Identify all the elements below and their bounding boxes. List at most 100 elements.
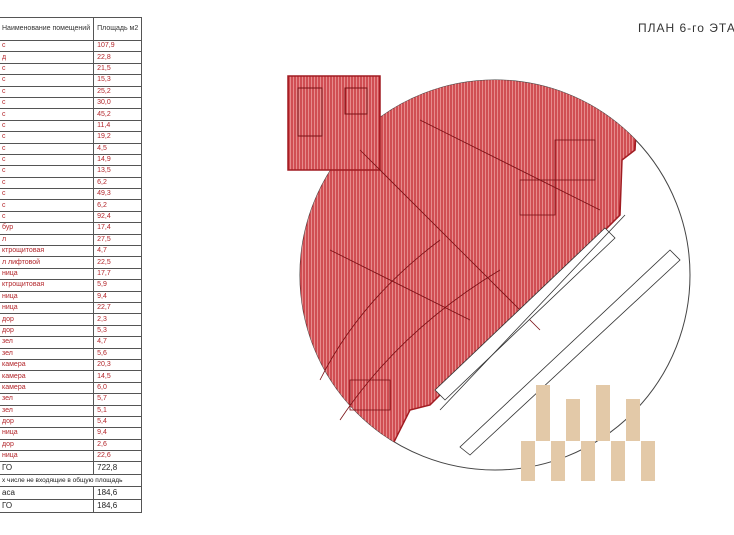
room-area: 184,6 — [93, 485, 143, 500]
room-area: 92,4 — [93, 210, 143, 224]
room-name: с — [0, 62, 95, 76]
room-area: 21,5 — [93, 62, 143, 76]
room-name: камера — [0, 370, 95, 383]
table-row: дор 5,4 — [0, 415, 143, 429]
table-row: ктрощитовая 4,7 — [0, 245, 143, 258]
header-area: Площадь м2 — [93, 17, 143, 41]
room-name: с — [0, 85, 95, 98]
room-name: с — [0, 131, 95, 144]
table-row: с 25,2 — [0, 85, 143, 98]
room-name: с — [0, 39, 95, 53]
room-area: 184,6 — [93, 498, 143, 513]
table-row: дор 2,6 — [0, 438, 143, 452]
room-name: аса — [0, 485, 95, 500]
table-row: ГО 184,6 — [0, 498, 143, 513]
room-name: ГО — [0, 461, 95, 476]
room-name: дор — [0, 438, 95, 452]
room-area: 5,6 — [93, 347, 143, 360]
room-area: 13,5 — [93, 165, 143, 178]
room-area: 49,3 — [93, 188, 143, 201]
room-name: камера — [0, 381, 95, 395]
table-row: ница 9,4 — [0, 290, 143, 304]
room-area: 45,2 — [93, 108, 143, 121]
room-name: дор — [0, 324, 95, 338]
room-name: дор — [0, 313, 95, 326]
room-name: ница — [0, 427, 95, 440]
room-area: 5,7 — [93, 393, 143, 406]
header-name: Наименование помещений — [0, 17, 95, 41]
table-row: бур 17,4 — [0, 222, 143, 235]
room-area: 6,2 — [93, 176, 143, 190]
room-area: 2,3 — [93, 313, 143, 326]
table-row: зел 5,1 — [0, 404, 143, 417]
room-name: с — [0, 188, 95, 201]
room-name: ница — [0, 301, 95, 315]
room-name: л лифтовой — [0, 256, 95, 269]
room-area: 17,4 — [93, 222, 143, 235]
table-row: зел 5,7 — [0, 393, 143, 406]
plan-walls — [319, 119, 601, 421]
room-name: зел — [0, 336, 95, 349]
room-name: л — [0, 233, 95, 247]
room-area: 722,8 — [93, 461, 143, 476]
table-row: с 19,2 — [0, 131, 143, 144]
table-row: ГО 722,8 — [0, 461, 143, 476]
room-name: ктрощитовая — [0, 279, 95, 292]
room-area: 107,9 — [93, 39, 143, 53]
room-area: 14,5 — [93, 370, 143, 383]
table-row: ница 17,7 — [0, 267, 143, 281]
room-area: 4,5 — [93, 142, 143, 155]
room-name: х числе не входящие в общую площадь — [0, 474, 143, 487]
room-area: 6,0 — [93, 381, 143, 395]
room-name: с — [0, 119, 95, 133]
table-row: с 107,9 — [0, 39, 143, 53]
room-name: ница — [0, 450, 95, 463]
table-row: дор 2,3 — [0, 313, 143, 326]
table-row: с 14,9 — [0, 153, 143, 167]
room-area: 15,3 — [93, 74, 143, 87]
room-area: 2,6 — [93, 438, 143, 452]
room-name: с — [0, 210, 95, 224]
room-name: с — [0, 153, 95, 167]
room-name: с — [0, 142, 95, 155]
table-row: л 27,5 — [0, 233, 143, 247]
room-name: зел — [0, 393, 95, 406]
table-row: дор 5,3 — [0, 324, 143, 338]
table-row: с 49,3 — [0, 188, 143, 201]
table-row: д 22,8 — [0, 51, 143, 64]
area-table: Наименование помещений Площадь м2 с 107,9… — [0, 17, 143, 513]
room-name: с — [0, 96, 95, 110]
room-area: 5,4 — [93, 415, 143, 429]
room-area: 11,4 — [93, 119, 143, 133]
table-row: зел 5,6 — [0, 347, 143, 360]
table-row: камера 6,0 — [0, 381, 143, 395]
room-area: 4,7 — [93, 336, 143, 349]
room-area: 19,2 — [93, 131, 143, 144]
room-area: 22,7 — [93, 301, 143, 315]
room-area: 9,4 — [93, 290, 143, 304]
room-area: 20,3 — [93, 358, 143, 372]
room-name: зел — [0, 404, 95, 417]
room-name: зел — [0, 347, 95, 360]
table-row: с 21,5 — [0, 62, 143, 76]
room-name: дор — [0, 415, 95, 429]
table-row: л лифтовой 22,5 — [0, 256, 143, 269]
room-area: 14,9 — [93, 153, 143, 167]
room-name: ГО — [0, 498, 95, 513]
room-area: 22,6 — [93, 450, 143, 463]
table-row: ница 22,6 — [0, 450, 143, 463]
table-row: с 4,5 — [0, 142, 143, 155]
room-name: с — [0, 108, 95, 121]
table-row: с 30,0 — [0, 96, 143, 110]
table-row: ктрощитовая 5,9 — [0, 279, 143, 292]
table-row: камера 20,3 — [0, 358, 143, 372]
room-name: ница — [0, 267, 95, 281]
plan-title: ПЛАН 6-го ЭТА — [638, 21, 734, 35]
table-row: камера 14,5 — [0, 370, 143, 383]
room-area: 5,1 — [93, 404, 143, 417]
room-area: 30,0 — [93, 96, 143, 110]
room-area: 17,7 — [93, 267, 143, 281]
room-area: 27,5 — [93, 233, 143, 247]
room-name: с — [0, 176, 95, 190]
room-area: 25,2 — [93, 85, 143, 98]
